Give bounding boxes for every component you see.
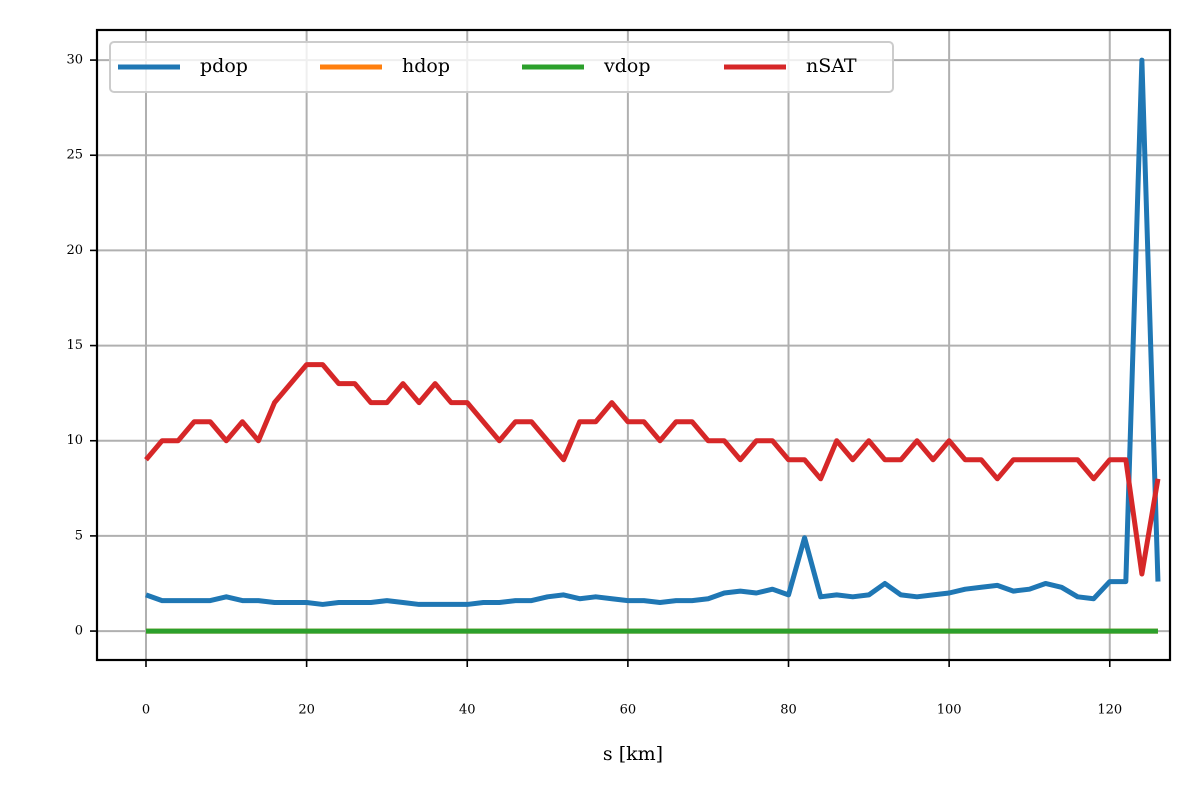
legend-box: [109, 41, 894, 93]
series-line: [145, 57, 1161, 607]
x-tick-label: 80: [780, 703, 797, 718]
x-tick-label: 20: [298, 703, 315, 718]
y-tick-label: 30: [66, 53, 83, 68]
y-tick-label: 20: [66, 243, 83, 258]
legend-label: pdop: [200, 55, 248, 77]
y-tick-label: 5: [75, 528, 83, 543]
y-tick-label: 0: [75, 624, 83, 639]
x-tick-label: 0: [142, 703, 150, 718]
legend-label: hdop: [402, 55, 450, 77]
legend-label: nSAT: [806, 55, 857, 77]
y-tick-label: 10: [66, 433, 83, 448]
y-tick-label: 25: [66, 148, 83, 163]
x-tick-label: 120: [1097, 703, 1122, 718]
x-tick-label: 40: [459, 703, 476, 718]
series-line: [144, 362, 1161, 577]
x-axis-label: s [km]: [603, 743, 663, 765]
y-tick-label: 15: [66, 338, 83, 353]
x-tick-label: 100: [937, 703, 962, 718]
x-tick-label: 60: [620, 703, 637, 718]
legend-label: vdop: [603, 55, 651, 77]
axes-frame: [95, 28, 1172, 662]
